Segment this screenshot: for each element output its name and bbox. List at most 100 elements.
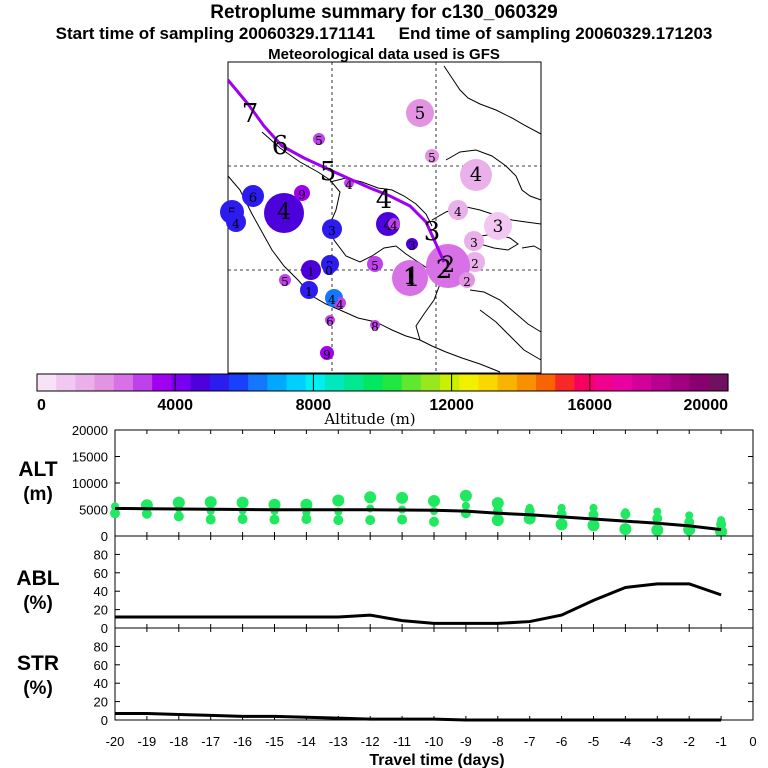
altitude-scatter-point — [587, 519, 600, 532]
colorbar-swatch — [152, 374, 172, 391]
colorbar-swatch — [478, 374, 499, 391]
x-tick-label: -2 — [683, 734, 695, 749]
plume-cluster-3 — [448, 200, 468, 220]
plume-cluster-label: 4 — [345, 178, 353, 192]
y-tick-label: 20 — [94, 603, 108, 618]
y-tick-label: 0 — [101, 713, 108, 728]
colorbar-swatch — [516, 374, 537, 391]
colorbar-swatch — [344, 374, 364, 391]
colorbar-tick-label: 0 — [37, 397, 46, 414]
x-tick-label: -10 — [425, 734, 444, 749]
y-tick-label: 0 — [101, 529, 108, 544]
str-frame — [114, 627, 754, 721]
altitude-scatter-point — [459, 489, 472, 502]
plume-cluster-9 — [392, 260, 428, 296]
colorbar-swatch — [536, 374, 556, 391]
colorbar-swatch — [363, 374, 384, 391]
altitude-scatter-point — [333, 515, 344, 526]
x-tick-label: -6 — [556, 734, 568, 749]
trajectory-day-label: 6 — [272, 131, 289, 161]
series-line-STR — [115, 712, 722, 722]
y-tick-label: 10000 — [72, 476, 108, 491]
altitude-scatter-point — [204, 496, 217, 509]
altitude-scatter-point — [619, 523, 632, 536]
altitude-scatter-point — [268, 498, 281, 511]
trajectory-day-label: 5 — [320, 157, 337, 187]
altitude-scatter-point — [589, 503, 598, 512]
y-tick-label: 40 — [94, 676, 108, 691]
x-tick-label: -18 — [169, 734, 188, 749]
met-data-line: Meteorological data used is GFS — [268, 46, 500, 63]
plume-cluster-4 — [484, 212, 512, 240]
alt-unit: (m) — [23, 484, 53, 505]
altitude-scatter-point — [685, 511, 694, 520]
plume-cluster-12 — [322, 219, 342, 239]
plume-cluster-27 — [326, 292, 338, 304]
colorbar-swatch — [248, 374, 268, 391]
colorbar-swatch — [209, 374, 230, 391]
colorbar-swatch — [190, 374, 211, 391]
altitude-scatter-point — [172, 496, 185, 509]
plume-cluster-label: 5 — [371, 259, 379, 273]
colorbar-swatch — [382, 374, 403, 391]
altitude-scatter-point — [491, 514, 504, 527]
altitude-scatter-point — [364, 491, 377, 504]
altitude-scatter-point — [396, 491, 409, 504]
trajectory-day-label: 1 — [404, 263, 421, 293]
colorbar-swatch — [286, 374, 307, 391]
plume-cluster-label: 6 — [249, 191, 257, 206]
colorbar-tick-label: 8000 — [296, 397, 332, 414]
trajectory-day-label: 4 — [376, 185, 393, 215]
colorbar-swatch — [574, 374, 595, 391]
plume-cluster-32 — [323, 263, 335, 275]
altitude-scatter-point — [588, 509, 599, 520]
plume-cluster-10 — [264, 193, 304, 233]
x-tick-label: -1 — [715, 734, 727, 749]
plume-cluster-17 — [313, 133, 325, 145]
colorbar-swatch — [612, 374, 633, 391]
colorbar-swatch — [305, 374, 326, 391]
alt-label: ALT — [18, 458, 57, 481]
trajectory-day-label: 3 — [424, 217, 441, 247]
plume-cluster-label: 1 — [403, 265, 417, 290]
x-tick-label: 0 — [749, 734, 756, 749]
abl-panel: ABL (%) 0 20 40 60 80 — [16, 535, 754, 636]
colorbar-swatch — [228, 374, 249, 391]
altitude-colorbar: 0 4000 8000 12000 16000 20000 Altitude (m) — [36, 373, 729, 428]
y-tick-label: 60 — [94, 658, 108, 673]
colorbar-swatch — [132, 374, 153, 391]
plume-cluster-7 — [426, 244, 470, 288]
x-tick-label: -20 — [106, 734, 125, 749]
altitude-scatter-point — [269, 514, 280, 525]
plume-cluster-2 — [460, 159, 492, 191]
plume-cluster-6 — [465, 252, 485, 272]
plume-cluster-label: 4 — [328, 293, 336, 307]
x-tick-label: -4 — [620, 734, 632, 749]
x-axis-label: Travel time (days) — [369, 752, 504, 768]
series-line-ABL — [115, 582, 722, 625]
altitude-scatter-point — [428, 495, 440, 508]
abl-label: ABL — [16, 567, 59, 590]
plume-cluster-label: 2 — [441, 253, 455, 278]
plume-cluster-label: 4 — [383, 218, 392, 234]
altitude-scatter-point — [301, 514, 312, 525]
colorbar-swatch — [555, 374, 576, 391]
plume-cluster-0 — [406, 99, 434, 127]
x-tick-label: -13 — [329, 734, 348, 749]
colorbar-swatch — [689, 374, 710, 391]
plume-cluster-label: 3 — [408, 239, 416, 253]
colorbar-tick-label: 20000 — [684, 397, 729, 414]
colorbar-tick-label: 12000 — [429, 397, 474, 414]
plume-cluster-25 — [279, 274, 291, 286]
abl-unit: (%) — [23, 593, 53, 614]
plume-cluster-label: 5 — [428, 151, 436, 165]
altitude-scatter-point — [205, 514, 216, 525]
plume-cluster-label: 4 — [470, 163, 482, 186]
map-panel: 554433222144336545954121354468940 765432… — [220, 61, 542, 374]
series-line-median-altitude — [114, 506, 722, 532]
plume-cluster-label: 4 — [390, 219, 398, 233]
plume-cluster-label: 9 — [298, 188, 306, 202]
y-tick-label: 60 — [94, 566, 108, 581]
